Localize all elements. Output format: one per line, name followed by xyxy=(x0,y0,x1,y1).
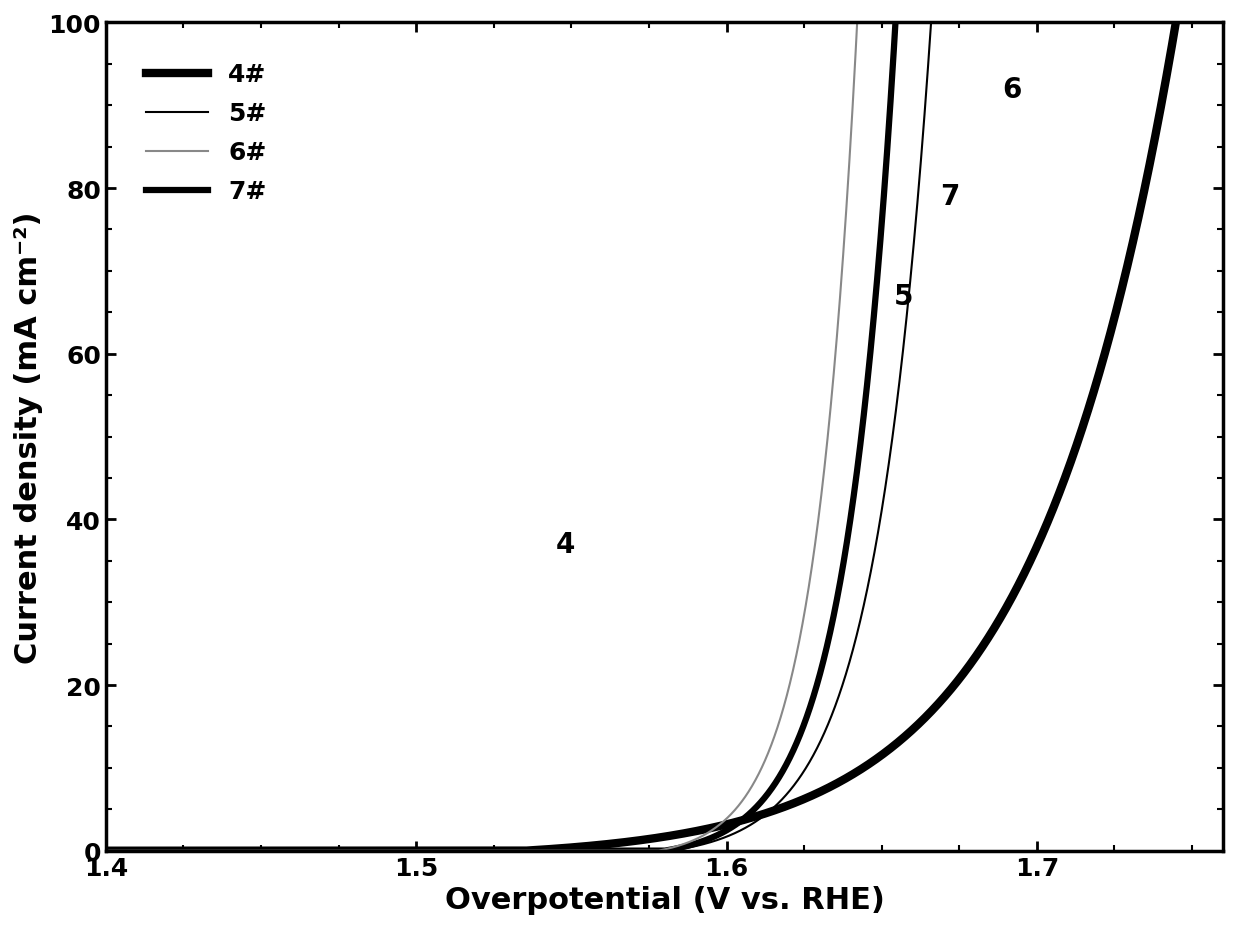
Text: 4: 4 xyxy=(555,531,575,559)
Line: 6#: 6# xyxy=(106,0,1223,851)
4# xyxy=(1017,568,1032,579)
Line: 4#: 4# xyxy=(106,0,1223,851)
6# xyxy=(99,845,114,857)
5# xyxy=(526,845,541,857)
5# xyxy=(825,708,840,719)
4# xyxy=(526,844,541,856)
4# xyxy=(825,780,840,792)
4# xyxy=(99,845,114,857)
X-axis label: Overpotential (V vs. RHE): Overpotential (V vs. RHE) xyxy=(444,885,884,914)
6# xyxy=(302,845,317,857)
Text: 6: 6 xyxy=(1002,75,1022,104)
6# xyxy=(768,727,783,738)
7# xyxy=(302,845,317,857)
4# xyxy=(302,845,317,857)
4# xyxy=(931,697,946,708)
7# xyxy=(825,616,840,627)
5# xyxy=(99,845,114,857)
7# xyxy=(99,845,114,857)
4# xyxy=(768,805,783,816)
5# xyxy=(768,800,783,811)
Line: 7#: 7# xyxy=(106,0,1223,851)
Text: 5: 5 xyxy=(893,282,913,310)
Y-axis label: Current density (mA cm⁻²): Current density (mA cm⁻²) xyxy=(14,211,43,664)
Text: 7: 7 xyxy=(940,183,960,211)
5# xyxy=(302,845,317,857)
7# xyxy=(768,777,783,788)
Legend: 4#, 5#, 6#, 7#: 4#, 5#, 6#, 7# xyxy=(136,53,277,214)
6# xyxy=(825,383,840,394)
Line: 5#: 5# xyxy=(106,0,1223,851)
7# xyxy=(526,845,541,857)
6# xyxy=(526,845,541,857)
